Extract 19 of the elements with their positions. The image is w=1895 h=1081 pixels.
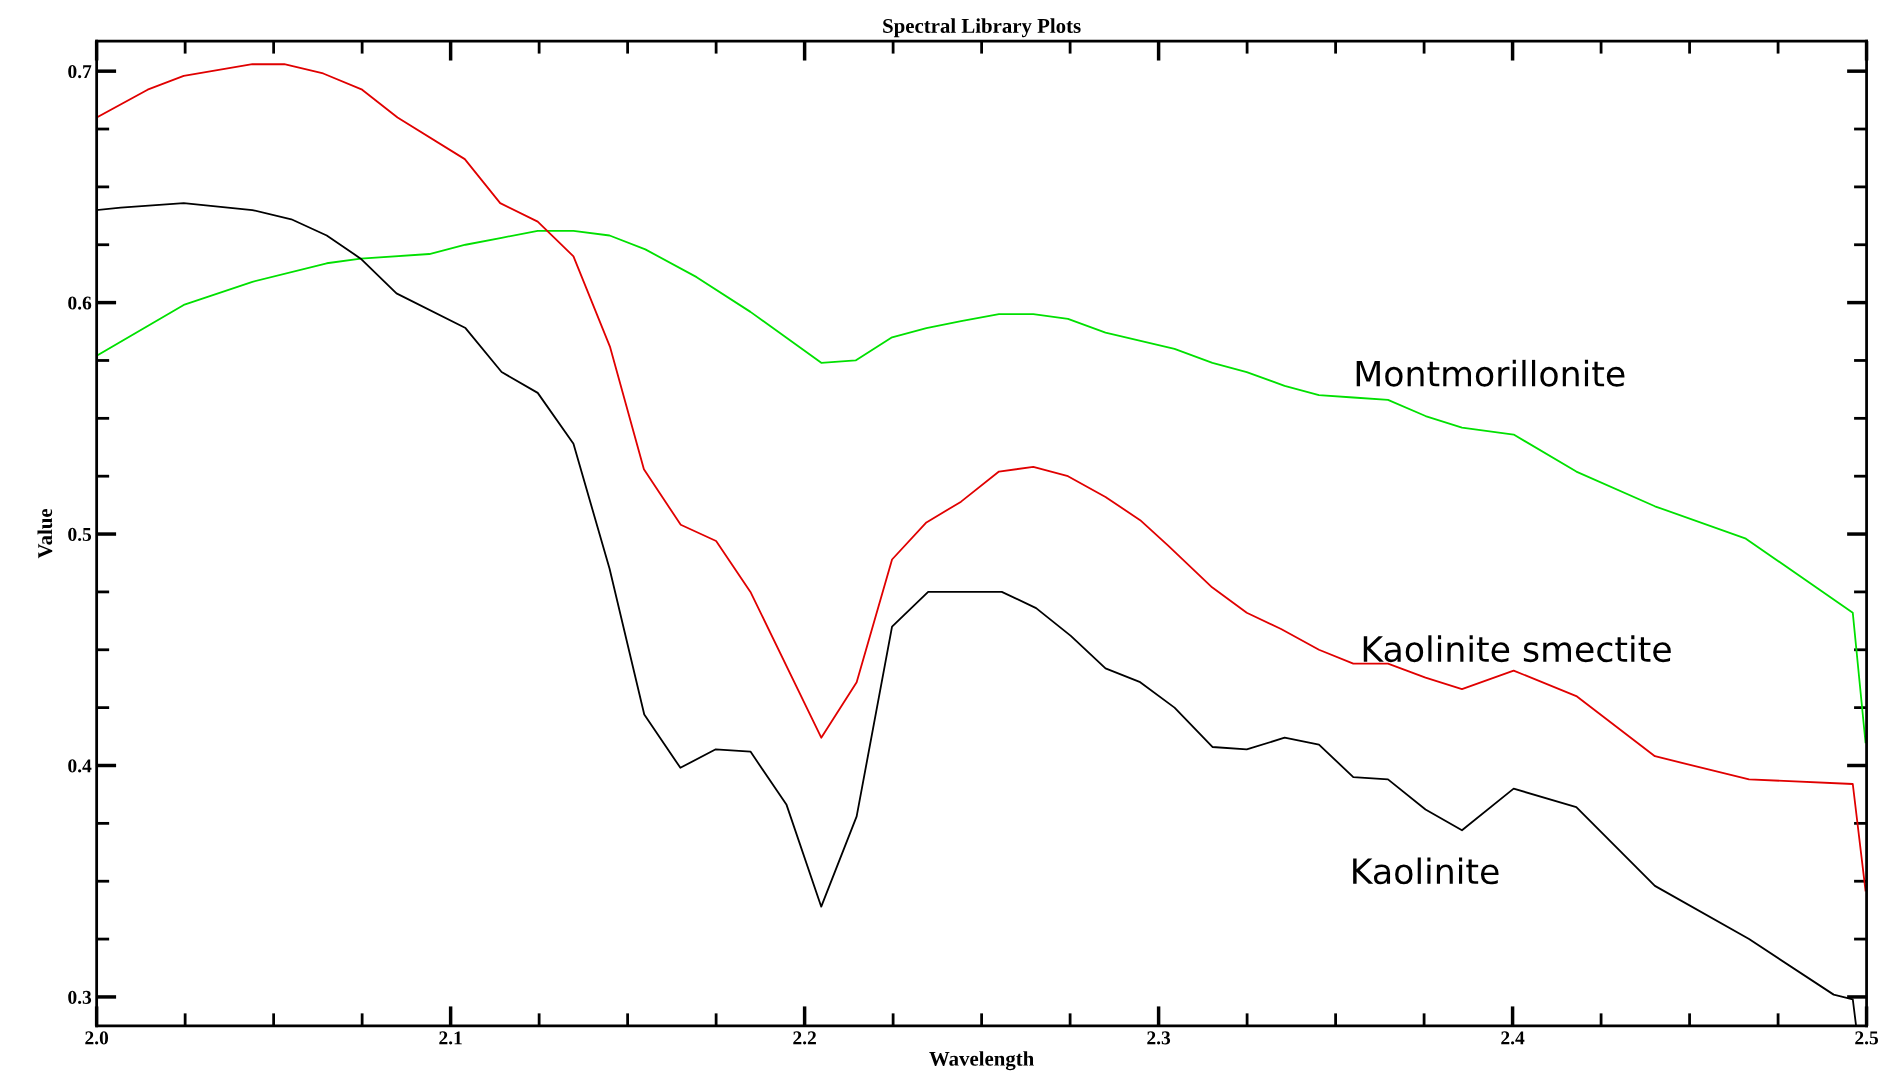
line-series	[96, 229, 1867, 744]
x-tick-label: 2.2	[793, 1031, 816, 1045]
x-tick-label: 2.0	[85, 1031, 109, 1045]
chart-title: Spectral Library Plots	[883, 18, 1081, 38]
x-tick-label: 2.3	[1147, 1031, 1171, 1045]
y-tick-label: 0.4	[68, 759, 92, 773]
y-tick-label: 0.3	[68, 990, 92, 1004]
y-tick-label: 0.5	[68, 527, 92, 542]
line-series	[96, 63, 1867, 892]
x-tick-label: 2.4	[1501, 1031, 1525, 1045]
y-axis-title: Value	[37, 508, 53, 559]
y-tick-label: 0.6	[68, 296, 92, 310]
x-tick-label: 2.5	[1855, 1031, 1879, 1045]
series-label: Kaolinite smectite	[1363, 635, 1671, 663]
x-tick-label: 2.1	[439, 1031, 462, 1045]
y-tick-label: 0.7	[68, 64, 92, 79]
series-label: Kaolinite	[1353, 857, 1499, 885]
series-label: Montmorillonite	[1356, 359, 1625, 387]
x-axis-title: Wavelength	[929, 1051, 1034, 1071]
